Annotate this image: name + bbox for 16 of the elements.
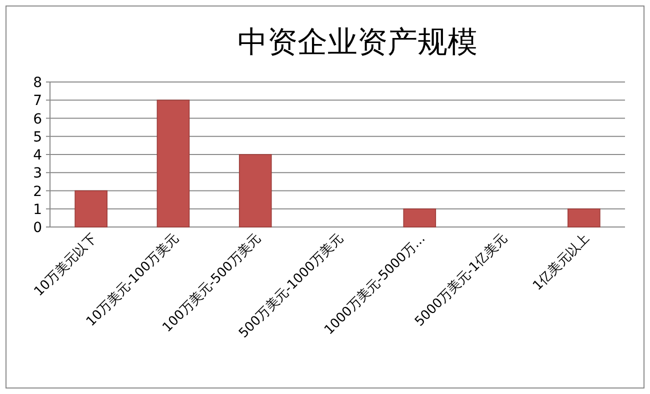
- y-tick-label: 1: [33, 202, 42, 218]
- y-tick-label: 4: [33, 148, 42, 164]
- y-tick-label: 7: [33, 93, 42, 110]
- bar: [74, 190, 108, 228]
- y-tick-label: 6: [33, 111, 42, 128]
- x-tick-label: 1亿美元以上: [530, 230, 593, 294]
- y-tick-label: 5: [33, 129, 42, 146]
- y-tick-label: 2: [33, 184, 42, 200]
- y-tick-label: 3: [33, 166, 42, 182]
- y-tick-label: 0: [33, 220, 42, 236]
- bar: [156, 100, 190, 228]
- chart-title: 中资企业资产规模: [238, 25, 478, 60]
- bar: [238, 154, 272, 228]
- bar: [568, 208, 600, 228]
- y-tick-label: 8: [33, 75, 42, 91]
- bar: [403, 208, 436, 228]
